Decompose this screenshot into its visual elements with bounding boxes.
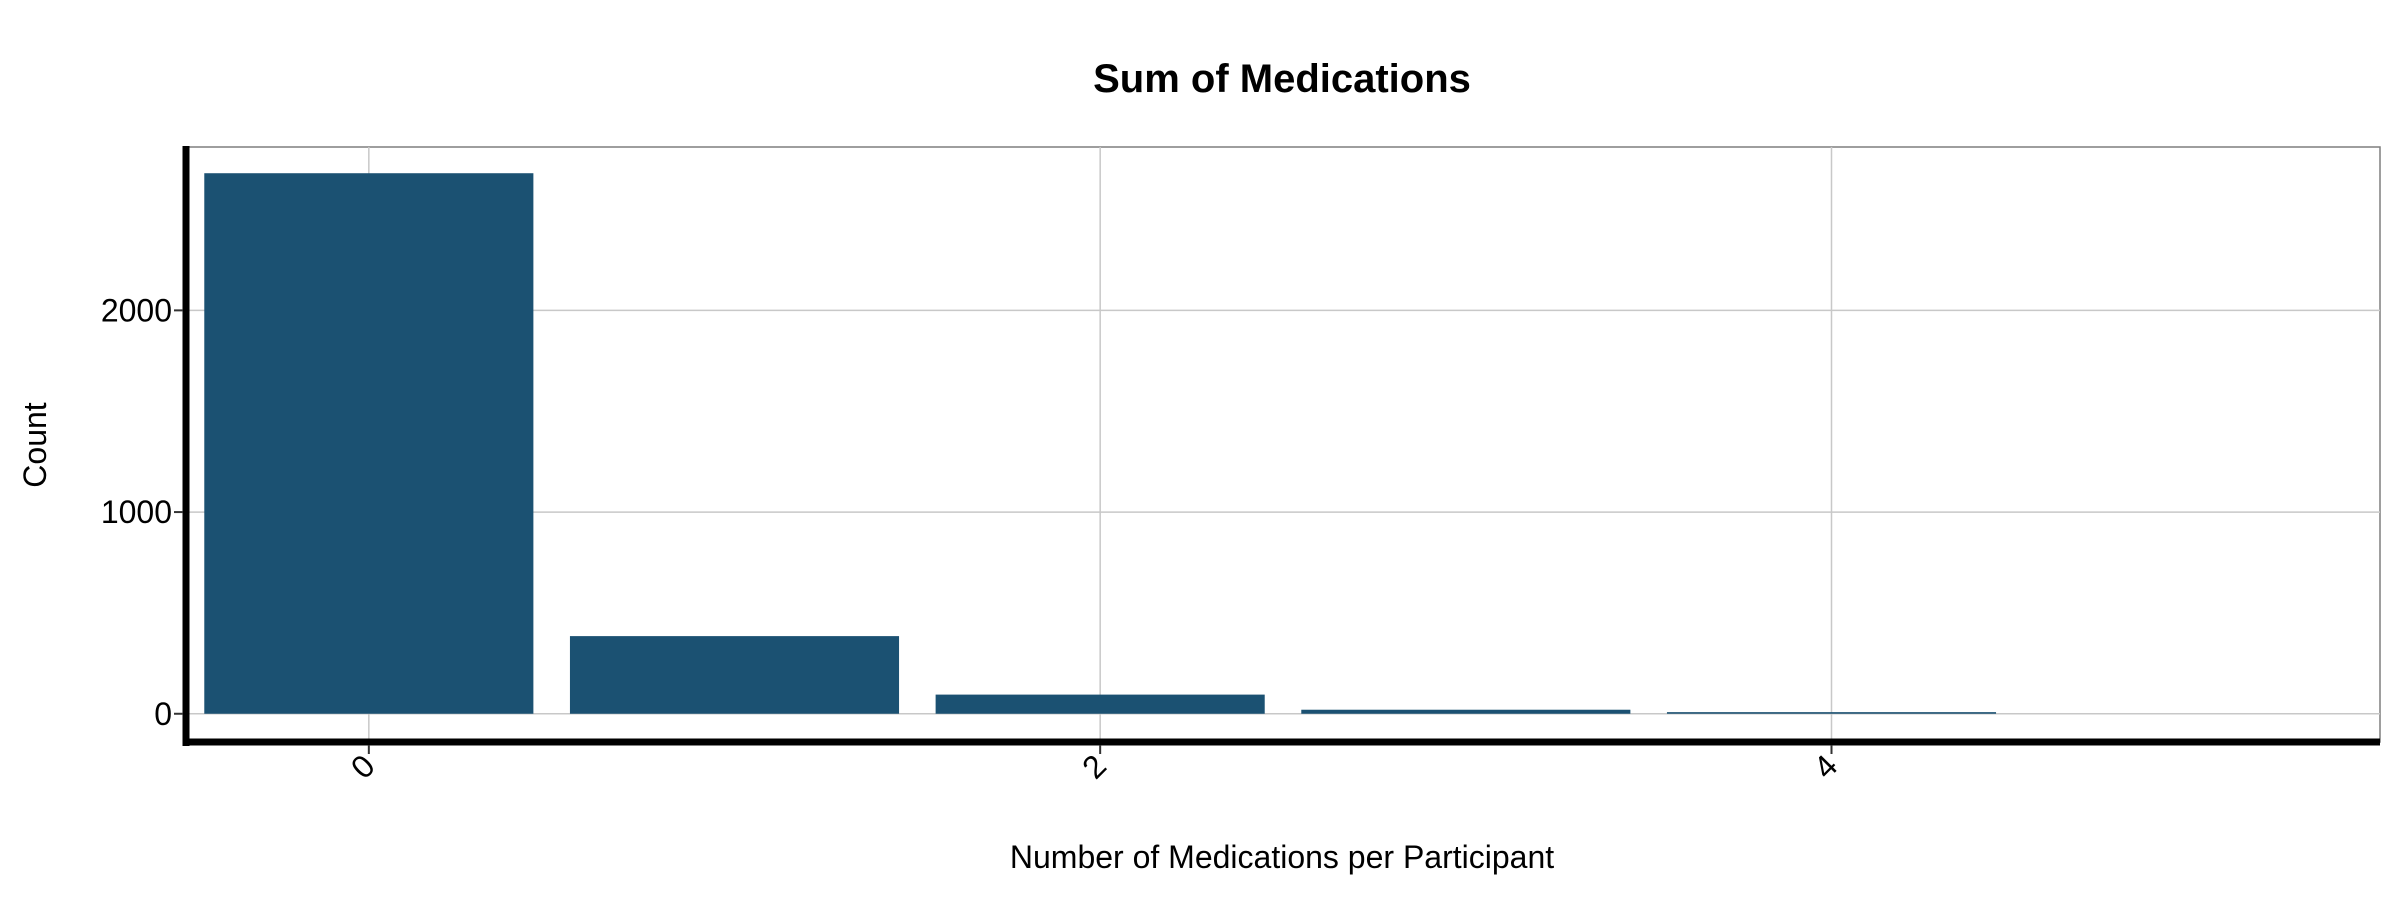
bar: [935, 694, 1265, 714]
y-tick-label: 1000: [101, 494, 172, 530]
y-tick-label: 0: [154, 696, 172, 732]
bar: [1666, 712, 1997, 714]
bars: [204, 173, 1997, 714]
bar: [569, 636, 900, 714]
x-tick-label: 2: [1075, 747, 1113, 785]
bar: [1301, 709, 1631, 714]
bar: [204, 173, 534, 714]
x-axis-label: Number of Medications per Participant: [1010, 839, 1554, 875]
axes: [174, 146, 2380, 754]
y-tick-label: 2000: [101, 292, 172, 328]
chart-title: Sum of Medications: [1093, 57, 1471, 101]
y-axis-label: Count: [17, 402, 53, 488]
x-tick-label: 0: [344, 747, 382, 785]
x-tick-label: 4: [1806, 747, 1844, 785]
tick-labels: 0 1000 2000 0 2 4: [101, 292, 1845, 785]
